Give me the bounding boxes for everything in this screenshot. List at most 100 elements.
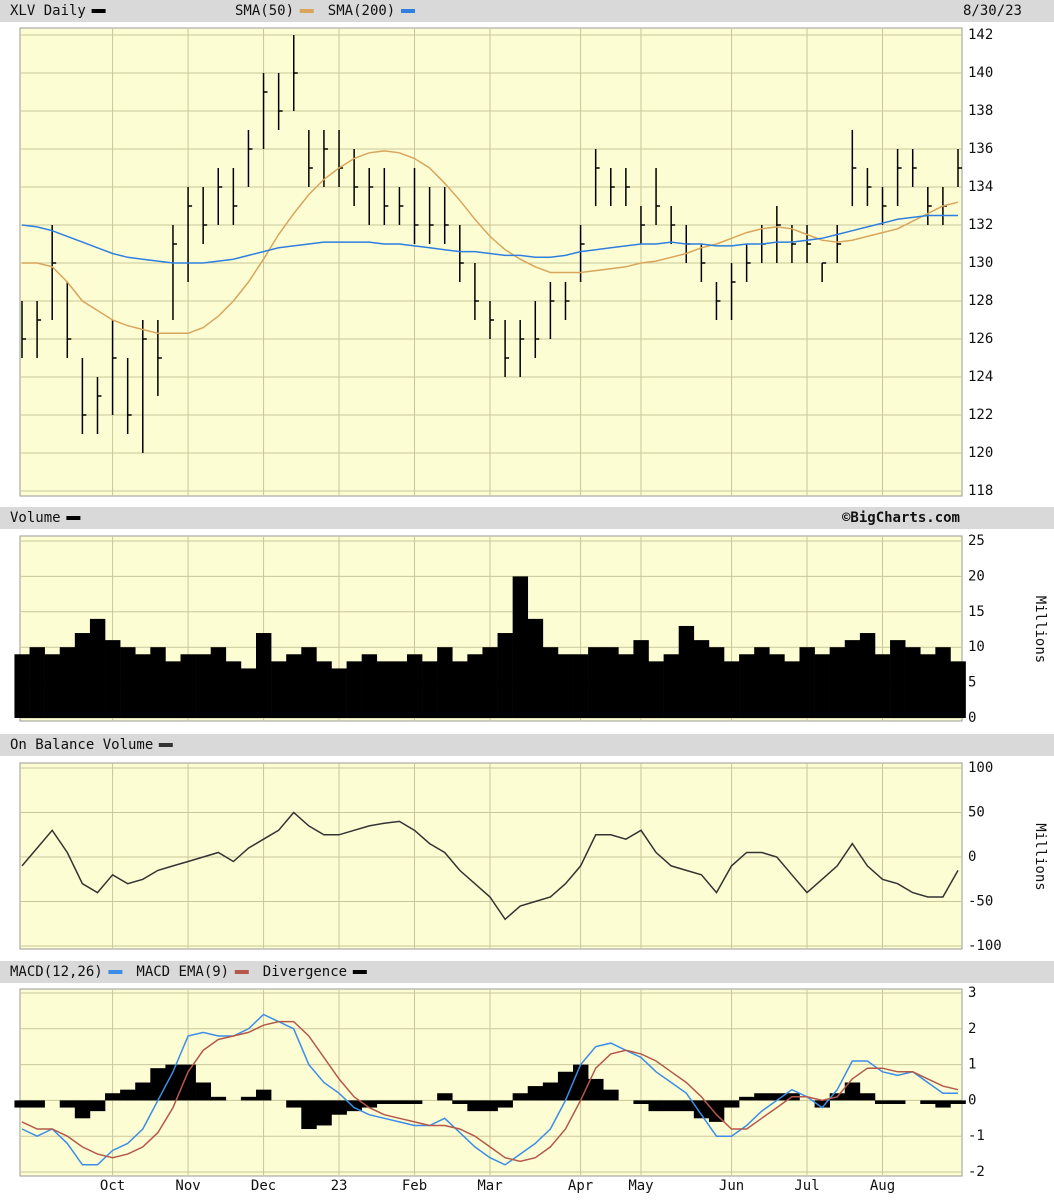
y-tick-label: 124 xyxy=(968,369,993,385)
divergence-bar xyxy=(557,1071,574,1101)
y-tick-label: 0 xyxy=(968,1092,976,1108)
legend-swatch xyxy=(91,9,106,13)
y-tick-label: 50 xyxy=(968,805,985,821)
volume-bar xyxy=(784,661,800,718)
divergence-bar xyxy=(769,1093,785,1101)
divergence-bar xyxy=(180,1064,196,1101)
x-tick-label: May xyxy=(628,1178,653,1194)
legend-swatch xyxy=(66,516,81,520)
divergence-bar xyxy=(482,1100,498,1112)
volume-bar xyxy=(859,633,876,718)
divergence-bar xyxy=(256,1089,272,1101)
divergence-bar xyxy=(814,1100,830,1108)
panel-header xyxy=(0,0,1054,22)
volume-bar xyxy=(180,654,196,718)
y-tick-label: 10 xyxy=(968,639,985,655)
volume-bar xyxy=(44,654,61,718)
volume-bar xyxy=(754,647,770,718)
y-tick-label: 0 xyxy=(968,710,976,726)
volume-bar xyxy=(391,661,408,718)
volume-bar xyxy=(678,625,695,718)
legend-label: SMA(200) xyxy=(328,3,395,19)
y-tick-label: 120 xyxy=(968,445,993,461)
volume-bar xyxy=(935,647,951,718)
divergence-bar xyxy=(120,1089,136,1101)
volume-bar xyxy=(331,668,347,718)
x-tick-label: Jul xyxy=(794,1178,819,1194)
y-tick-label: 5 xyxy=(968,675,976,691)
legend-swatch xyxy=(234,970,249,974)
volume-bar xyxy=(256,633,272,718)
credit: ©BigCharts.com xyxy=(842,510,960,526)
y-tick-label: 3 xyxy=(968,985,976,1001)
volume-bar xyxy=(920,654,936,718)
volume-bar xyxy=(301,647,317,718)
legend-swatch xyxy=(299,9,314,13)
divergence-bar xyxy=(874,1100,891,1104)
divergence-bar xyxy=(14,1100,30,1108)
divergence-bar xyxy=(391,1100,408,1104)
divergence-bar xyxy=(724,1100,740,1108)
volume-bar xyxy=(512,576,529,718)
divergence-bar xyxy=(89,1100,106,1112)
divergence-bar xyxy=(150,1068,166,1101)
volume-bar xyxy=(663,654,680,718)
volume-bar xyxy=(527,618,544,718)
volume-bar xyxy=(573,654,589,718)
y-tick-label: -50 xyxy=(968,894,993,910)
divergence-bar xyxy=(210,1096,227,1101)
volume-bar xyxy=(724,661,740,718)
volume-bar xyxy=(874,654,891,718)
volume-bar xyxy=(950,661,966,718)
volume-bar xyxy=(361,654,378,718)
divergence-bar xyxy=(165,1064,181,1101)
volume-bar xyxy=(150,647,166,718)
divergence-bar xyxy=(301,1100,317,1130)
volume-bar xyxy=(739,654,755,718)
divergence-bar xyxy=(663,1100,680,1112)
volume-bar xyxy=(74,633,91,718)
volume-bar xyxy=(769,654,785,718)
y-axis-label: Millions xyxy=(1032,823,1048,890)
volume-bar xyxy=(905,647,921,718)
divergence-bar xyxy=(346,1100,362,1112)
x-tick-label: Dec xyxy=(251,1178,276,1194)
x-tick-label: Jun xyxy=(719,1178,744,1194)
divergence-bar xyxy=(890,1100,906,1104)
panel-header xyxy=(0,507,1054,529)
line-series xyxy=(21,811,959,921)
divergence-bar xyxy=(633,1100,649,1104)
volume-bar xyxy=(286,654,302,718)
x-tick-label: Apr xyxy=(568,1178,593,1194)
x-tick-label: 23 xyxy=(331,1178,348,1194)
y-tick-label: 134 xyxy=(968,179,993,195)
volume-bar xyxy=(799,647,815,718)
divergence-bar xyxy=(542,1082,559,1101)
volume-bar xyxy=(588,647,604,718)
volume-bar xyxy=(814,654,830,718)
volume-bar xyxy=(708,647,725,718)
panel-header xyxy=(0,734,1054,756)
y-tick-label: -2 xyxy=(968,1164,985,1180)
volume-bar xyxy=(165,661,181,718)
divergence-bar xyxy=(195,1082,212,1101)
legend-swatch xyxy=(401,9,415,13)
legend-swatch xyxy=(108,970,123,974)
volume-bar xyxy=(829,647,846,718)
divergence-bar xyxy=(844,1082,861,1101)
volume-bar xyxy=(497,633,513,718)
x-tick-label: Aug xyxy=(870,1178,895,1194)
volume-bar xyxy=(89,618,106,718)
divergence-bar xyxy=(105,1093,121,1101)
volume-bar xyxy=(557,654,574,718)
volume-bar xyxy=(693,640,710,718)
y-tick-label: 122 xyxy=(968,407,993,423)
volume-bar xyxy=(210,647,227,718)
x-tick-label: Oct xyxy=(100,1178,125,1194)
divergence-bar xyxy=(859,1093,876,1101)
legend-label: MACD EMA(9) xyxy=(136,964,229,980)
y-tick-label: 126 xyxy=(968,331,993,347)
volume-bar xyxy=(437,647,453,718)
volume-bar xyxy=(195,654,212,718)
divergence-bar xyxy=(240,1096,257,1101)
